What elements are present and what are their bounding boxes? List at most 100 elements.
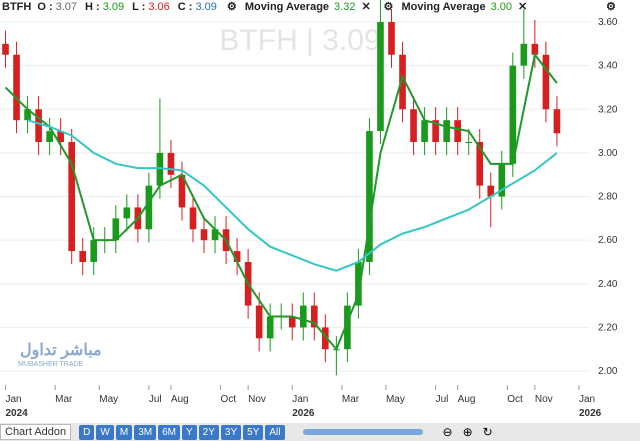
candle-body bbox=[35, 109, 42, 143]
x-tick-label: Aug bbox=[458, 394, 476, 405]
legend: BTFH O :3.07 H :3.09 L :3.06 C :3.09 ⚙ Moving … bbox=[0, 0, 640, 13]
candle-body bbox=[498, 163, 506, 197]
range-slider[interactable] bbox=[302, 429, 423, 435]
period-button[interactable]: 3M bbox=[134, 424, 157, 440]
settings-icon: ⚙ bbox=[606, 1, 616, 13]
period-button[interactable]: M bbox=[115, 424, 133, 440]
x-tick-label: Jan bbox=[292, 394, 308, 405]
x-tick-label: Jan bbox=[579, 394, 595, 405]
candle-body bbox=[145, 185, 153, 230]
candle-body bbox=[432, 120, 439, 143]
legend-label: Moving Average bbox=[401, 1, 485, 13]
candle-body bbox=[366, 131, 373, 262]
candle-body bbox=[2, 43, 9, 55]
period-button[interactable]: All bbox=[265, 424, 285, 440]
legend-value: 3.07 bbox=[56, 1, 77, 13]
legend-value: 3.32 bbox=[334, 1, 355, 13]
candle-body bbox=[46, 131, 53, 143]
candle-body bbox=[410, 109, 417, 143]
candle-body bbox=[322, 327, 329, 350]
brand-arabic: مباشر تداول bbox=[20, 342, 102, 360]
moving-average-line bbox=[27, 119, 558, 272]
y-tick-label: 2.40 bbox=[598, 279, 618, 290]
candle-body bbox=[90, 240, 98, 262]
candle-body bbox=[288, 316, 296, 328]
settings-icon: ⚙ bbox=[383, 1, 393, 13]
candle-body bbox=[57, 131, 64, 143]
candle-body bbox=[178, 174, 186, 208]
period-button[interactable]: 5Y bbox=[243, 424, 264, 440]
close-icon[interactable]: ✕ bbox=[361, 1, 370, 13]
reset[interactable]: ↻ bbox=[482, 425, 493, 439]
close-icon[interactable]: ✕ bbox=[518, 1, 527, 13]
candle-body bbox=[310, 305, 318, 328]
zoom-out[interactable]: ⊖ bbox=[442, 425, 453, 439]
candle-body bbox=[344, 305, 351, 350]
year-label: 2026 bbox=[579, 408, 602, 419]
period-button[interactable]: D bbox=[79, 424, 95, 440]
legend-value: 3.09 bbox=[103, 1, 124, 13]
x-tick-label: Jan bbox=[6, 394, 22, 405]
candle-body bbox=[79, 251, 87, 262]
period-button[interactable]: 3Y bbox=[220, 424, 242, 440]
candle-body bbox=[553, 109, 561, 134]
period-button[interactable]: 6M bbox=[158, 424, 180, 440]
x-tick-label: Jul bbox=[436, 394, 449, 405]
x-tick-label: Mar bbox=[342, 394, 360, 405]
addon-dropdown[interactable]: Chart Addon bbox=[0, 424, 72, 440]
candle-body bbox=[123, 207, 131, 219]
candle-body bbox=[421, 120, 428, 143]
period-button[interactable]: W bbox=[96, 424, 114, 440]
y-tick-label: 3.00 bbox=[598, 148, 618, 159]
candle-body bbox=[443, 120, 450, 143]
candle-body bbox=[156, 152, 164, 186]
chart: BTFH | 3.09 مباشر تداول MUBASHER TRADE B… bbox=[0, 0, 640, 419]
candle-body bbox=[68, 142, 75, 252]
x-tick-label: Oct bbox=[221, 394, 237, 405]
candle-body bbox=[299, 305, 307, 328]
y-tick-label: 2.00 bbox=[598, 366, 618, 377]
x-tick-label: Mar bbox=[55, 394, 73, 405]
candle-body bbox=[542, 54, 550, 110]
legend-label: H : bbox=[85, 1, 100, 13]
x-tick-label: Aug bbox=[171, 394, 189, 405]
candle-body bbox=[167, 152, 175, 175]
candle-body bbox=[200, 229, 208, 241]
y-tick-label: 2.60 bbox=[598, 235, 618, 246]
candle-body bbox=[24, 109, 31, 121]
candle-body bbox=[476, 142, 484, 186]
candle-body bbox=[13, 54, 20, 121]
candle-body bbox=[355, 261, 362, 306]
year-label: 2024 bbox=[6, 408, 29, 419]
x-tick-label: Oct bbox=[507, 394, 523, 405]
period-buttons: D W M 3M 6M Y 2Y 3Y 5Y All bbox=[79, 424, 285, 440]
legend-bg bbox=[0, 0, 640, 13]
x-tick-label: May bbox=[386, 394, 405, 405]
candle-body bbox=[112, 218, 120, 241]
legend-label: C : bbox=[178, 1, 193, 13]
moving-average-line bbox=[4, 52, 558, 352]
legend-label: L : bbox=[132, 1, 145, 13]
legend-value: 3.06 bbox=[148, 1, 169, 13]
x-tick-label: Jul bbox=[149, 394, 162, 405]
year-label: 2026 bbox=[292, 408, 315, 419]
y-tick-label: 3.60 bbox=[598, 17, 618, 28]
legend-value: 3.09 bbox=[195, 1, 216, 13]
period-button[interactable]: 2Y bbox=[198, 424, 219, 440]
legend-value: 3.00 bbox=[491, 1, 512, 13]
brand-latin: MUBASHER TRADE bbox=[18, 361, 84, 368]
legend-symbol: BTFH bbox=[2, 1, 31, 13]
candle-body bbox=[487, 185, 495, 197]
candle-body bbox=[255, 305, 263, 339]
candle-body bbox=[266, 316, 274, 339]
toolbar: Chart Addon D W M 3M 6M Y 2Y 3Y 5Y All ⊖ ⊕ ↻ bbox=[0, 423, 640, 441]
zoom-in[interactable]: ⊕ bbox=[462, 425, 473, 439]
candle-body bbox=[509, 65, 517, 164]
y-tick-label: 3.40 bbox=[598, 61, 618, 72]
x-tick-label: May bbox=[99, 394, 118, 405]
settings-icon: ⚙ bbox=[227, 1, 237, 13]
candle-body bbox=[211, 229, 219, 241]
legend-label: Moving Average bbox=[245, 1, 329, 13]
candle-body bbox=[520, 43, 528, 66]
period-button[interactable]: Y bbox=[182, 424, 197, 440]
